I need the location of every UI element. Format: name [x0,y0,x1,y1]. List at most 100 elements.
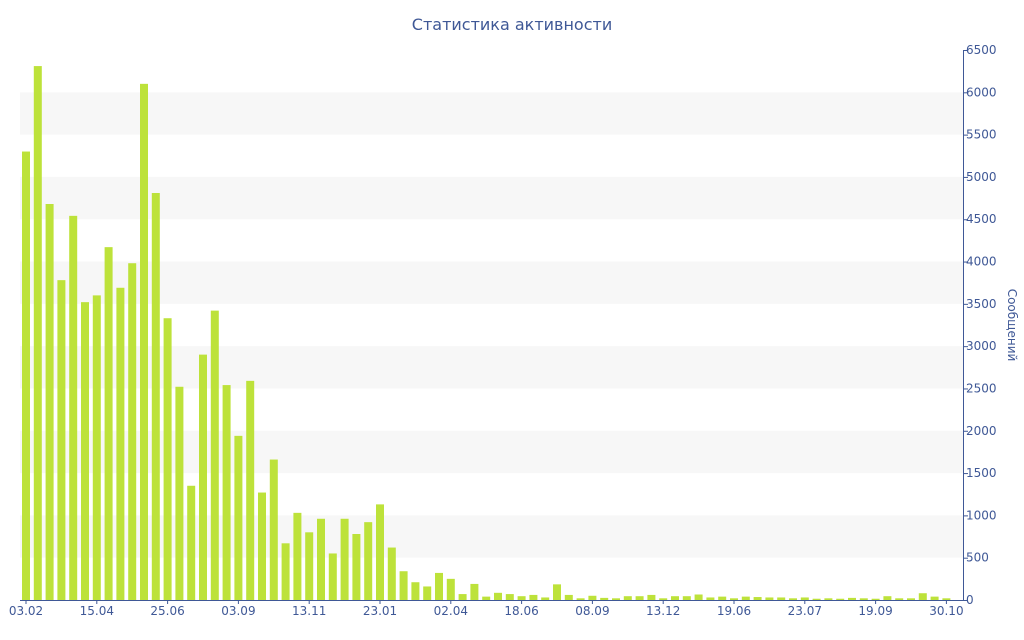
bar [859,598,868,600]
bar [682,596,691,600]
bar [199,354,207,600]
y-tick-label: 6000 [966,85,997,99]
grid-band [20,515,963,558]
bar [942,598,951,600]
bar [895,598,904,600]
x-tick-label: 08.09 [575,604,609,618]
bar [836,598,845,600]
bar [482,596,491,600]
y-tick-label: 6500 [966,43,997,57]
x-tick-label: 02.04 [434,604,468,618]
x-tick-label: 25.06 [150,604,184,618]
bar [376,504,384,600]
bar [777,597,786,600]
y-tick-label: 4000 [966,255,997,269]
axes [20,50,964,601]
bar [564,594,573,600]
x-tick-label: 03.02 [9,604,43,618]
bar [104,247,113,600]
bar [435,572,443,600]
bar [612,598,620,600]
bar [458,594,467,600]
bar [411,582,420,600]
x-tick-label: 23.07 [788,604,822,618]
x-tick-label: 18.06 [504,604,538,618]
y-tick-label: 2500 [966,381,997,395]
bar [541,597,550,600]
x-tick-label: 19.09 [858,604,892,618]
bar [163,318,172,600]
bar [269,459,278,600]
bar [871,598,880,600]
bar [765,597,774,600]
bar [918,593,927,600]
x-tick-label: 13.12 [646,604,680,618]
bar [33,66,42,600]
bar [281,543,290,600]
x-tick-label: 30.10 [929,604,963,618]
bar [517,596,526,600]
x-tick-label: 15.04 [80,604,114,618]
bar [352,534,361,600]
bar [576,598,585,600]
y-axis-title: Сообщений [1005,289,1019,362]
bar [694,594,703,600]
bar [210,310,219,600]
bar [234,435,243,600]
bar [116,287,125,600]
bar [907,598,915,600]
y-axis-ticks: 0 500 1000 1500 2000 2500 3000 3500 4000 4500 5000… [963,43,997,607]
bar [446,578,455,600]
y-tick-label: 1500 [966,466,997,480]
bar [730,598,738,600]
bar [57,280,66,600]
bar [789,598,797,600]
y-tick-label: 5500 [966,128,997,142]
bar [175,386,184,600]
grid-band [20,346,963,389]
bar [423,586,432,600]
y-tick-label: 3500 [966,297,997,311]
bar [128,263,137,600]
bar [635,596,644,600]
bar [529,594,538,600]
bar [659,598,668,600]
bar [151,193,160,600]
x-tick-label: 23.01 [363,604,397,618]
bar [258,492,266,600]
bar [92,295,101,600]
bar [222,385,231,600]
bar [753,597,762,600]
bar [140,83,148,601]
x-tick-label: 13.11 [292,604,326,618]
bar [399,571,408,600]
bar [741,596,750,600]
y-tick-label: 0 [966,593,974,607]
bar [81,302,89,600]
bar [45,204,54,600]
y-tick-label: 4500 [966,212,997,226]
grid-bands [20,92,963,558]
bar [600,597,609,600]
bar [718,596,727,600]
grid-band [20,92,963,135]
bar [328,553,337,600]
bar [824,598,833,600]
bar [505,594,514,600]
bar [671,596,679,600]
bar [470,583,479,600]
bar [553,584,561,600]
bar [623,596,632,600]
y-tick-label: 2000 [966,424,997,438]
x-axis-ticks: 03.02 15.04 25.06 03.09 13.11 23.01 02.04 18.06… [9,600,964,618]
bar [22,151,30,601]
bar [812,598,821,600]
bar-series [22,66,951,601]
grid-band [20,261,963,304]
y-tick-label: 500 [966,551,989,565]
bar [187,485,196,600]
y-tick-label: 1000 [966,508,997,522]
bar [387,547,396,600]
